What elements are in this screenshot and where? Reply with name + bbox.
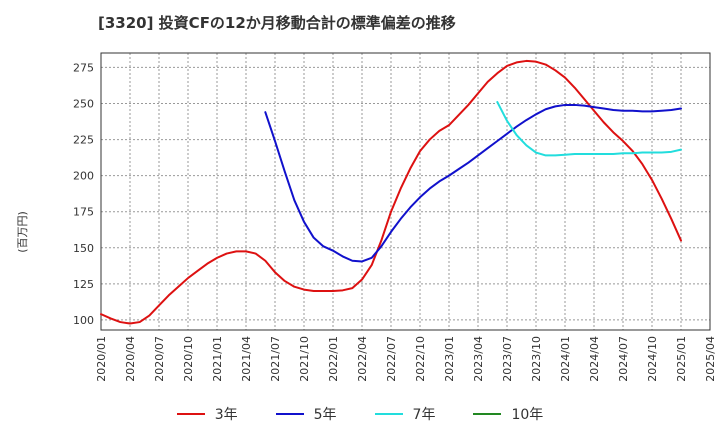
y-tick-label: 275 [73,61,94,74]
x-tick-label: 2021/01 [211,336,224,382]
x-tick-label: 2022/10 [414,336,427,382]
y-tick-label: 125 [73,278,94,291]
y-tick-label: 200 [73,170,94,183]
x-tick-label: 2025/01 [675,336,688,382]
y-tick-label: 100 [73,314,94,327]
legend-swatch [275,413,304,415]
series-line-5年 [264,103,682,263]
x-tick-label: 2020/07 [153,336,166,382]
x-tick-label: 2024/07 [617,336,630,382]
chart-title: [3320] 投資CFの12か月移動合計の標準偏差の推移 [98,14,456,32]
legend-label: 10年 [511,407,544,423]
x-tick-label: 2023/10 [530,336,543,382]
legend-swatch [374,413,403,415]
y-tick-label: 150 [73,242,94,255]
line-chart: 2020/01 2020/04 2020/07 2020/10 2021/01 2021/… [73,52,717,382]
x-tick-label: 2025/04 [704,336,717,382]
plot-area [101,53,710,330]
legend-swatch [176,413,205,415]
legend-item: 5年 [275,404,337,424]
x-tick-label: 2022/01 [327,336,340,382]
y-tick-label: 225 [73,134,94,147]
x-tick-label: 2022/07 [385,336,398,382]
x-tick-label: 2021/07 [269,336,282,382]
x-tick-label: 2023/01 [443,336,456,382]
x-tick-label: 2021/10 [298,336,311,382]
legend-label: 5年 [313,407,337,423]
x-tick-label: 2020/01 [95,336,108,382]
x-tick-label: 2020/04 [124,336,137,382]
legend-item: 7年 [374,404,436,424]
series-line-7年 [496,101,682,157]
plot-frame [100,52,711,331]
y-tick-label: 250 [73,97,94,110]
legend-item: 3年 [176,404,238,424]
x-tick-label: 2023/04 [472,336,485,382]
legend-item: 10年 [473,404,543,424]
x-tick-label: 2021/04 [240,336,253,382]
legend-label: 3年 [214,407,238,423]
x-tick-label: 2023/07 [501,336,514,382]
x-tick-label: 2020/10 [182,336,195,382]
legend: 3年 5年 7年 10年 [0,402,720,426]
legend-swatch [473,413,502,415]
x-tick-label: 2024/10 [646,336,659,382]
x-tick-label: 2022/04 [356,336,369,382]
x-tick-label: 2024/04 [588,336,601,382]
y-tick-label: 175 [73,206,94,219]
series-line-3年 [100,59,682,325]
legend-label: 7年 [412,407,436,423]
x-tick-label: 2024/01 [559,336,572,382]
